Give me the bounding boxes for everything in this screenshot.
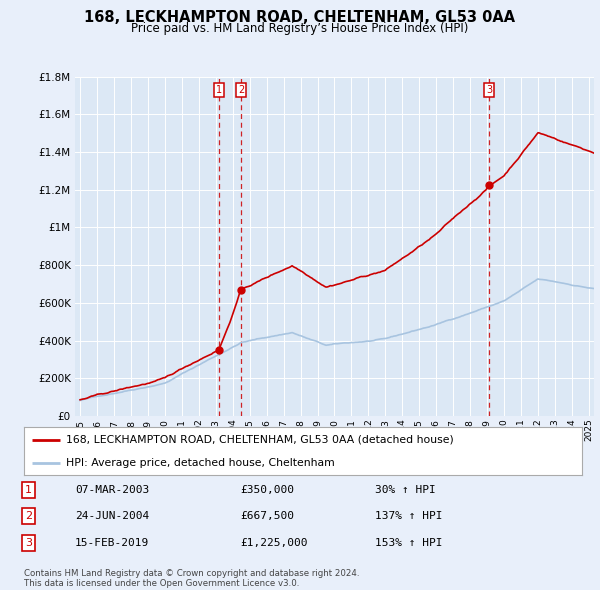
Text: 24-JUN-2004: 24-JUN-2004 [75, 512, 149, 521]
Text: 137% ↑ HPI: 137% ↑ HPI [375, 512, 443, 521]
Text: £350,000: £350,000 [240, 485, 294, 494]
Text: 1: 1 [216, 85, 222, 95]
Text: 07-MAR-2003: 07-MAR-2003 [75, 485, 149, 494]
Text: £1,225,000: £1,225,000 [240, 538, 308, 548]
Text: 168, LECKHAMPTON ROAD, CHELTENHAM, GL53 0AA: 168, LECKHAMPTON ROAD, CHELTENHAM, GL53 … [85, 10, 515, 25]
Text: Contains HM Land Registry data © Crown copyright and database right 2024.
This d: Contains HM Land Registry data © Crown c… [24, 569, 359, 588]
Text: 153% ↑ HPI: 153% ↑ HPI [375, 538, 443, 548]
Text: 2: 2 [238, 85, 244, 95]
Text: 1: 1 [25, 485, 32, 494]
Text: 30% ↑ HPI: 30% ↑ HPI [375, 485, 436, 494]
Text: 168, LECKHAMPTON ROAD, CHELTENHAM, GL53 0AA (detached house): 168, LECKHAMPTON ROAD, CHELTENHAM, GL53 … [66, 435, 454, 445]
Text: HPI: Average price, detached house, Cheltenham: HPI: Average price, detached house, Chel… [66, 458, 335, 468]
Text: 2: 2 [25, 512, 32, 521]
Text: Price paid vs. HM Land Registry’s House Price Index (HPI): Price paid vs. HM Land Registry’s House … [131, 22, 469, 35]
Text: £667,500: £667,500 [240, 512, 294, 521]
Text: 15-FEB-2019: 15-FEB-2019 [75, 538, 149, 548]
Text: 3: 3 [486, 85, 492, 95]
Text: 3: 3 [25, 538, 32, 548]
